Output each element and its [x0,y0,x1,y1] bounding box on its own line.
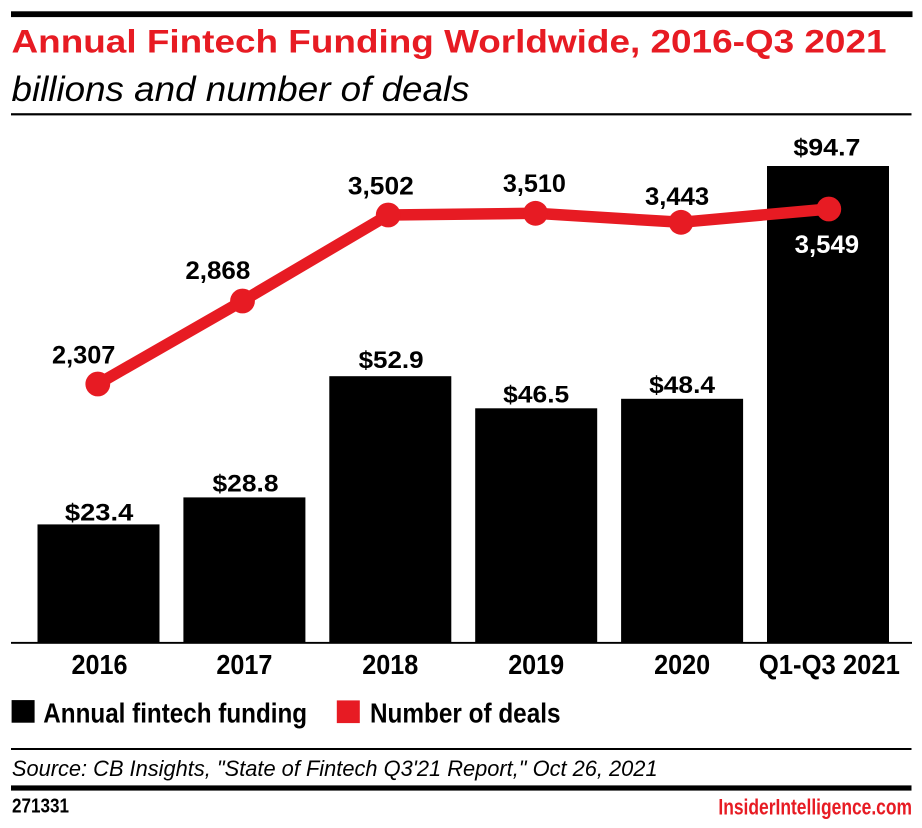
svg-text:2,868: 2,868 [185,257,250,285]
svg-text:2016: 2016 [72,649,128,680]
svg-text:3,510: 3,510 [503,170,566,198]
svg-text:$94.7: $94.7 [793,135,860,162]
svg-text:$28.8: $28.8 [213,470,279,497]
svg-text:2,307: 2,307 [52,341,115,369]
svg-text:$52.9: $52.9 [359,347,424,374]
svg-text:2017: 2017 [216,649,272,680]
svg-text:3,443: 3,443 [645,183,709,211]
svg-text:271331: 271331 [12,795,69,818]
svg-text:Number of deals: Number of deals [370,697,561,728]
svg-text:$48.4: $48.4 [649,372,715,399]
svg-text:Annual fintech funding: Annual fintech funding [43,697,307,728]
svg-text:$23.4: $23.4 [65,499,134,526]
svg-text:3,502: 3,502 [348,173,414,201]
svg-text:Annual Fintech Funding Worldwi: Annual Fintech Funding Worldwide, 2016-Q… [12,24,887,60]
svg-text:$46.5: $46.5 [503,381,569,408]
svg-text:2020: 2020 [654,649,710,680]
svg-text:InsiderIntelligence.com: InsiderIntelligence.com [718,795,912,820]
svg-text:Q1-Q3 2021: Q1-Q3 2021 [759,649,900,680]
svg-text:2019: 2019 [508,649,564,680]
svg-text:Source: CB Insights, "State of: Source: CB Insights, "State of Fintech Q… [12,756,658,781]
svg-text:3,549: 3,549 [795,231,860,259]
svg-text:billions and number of deals: billions and number of deals [12,70,470,109]
svg-text:2018: 2018 [362,649,418,680]
